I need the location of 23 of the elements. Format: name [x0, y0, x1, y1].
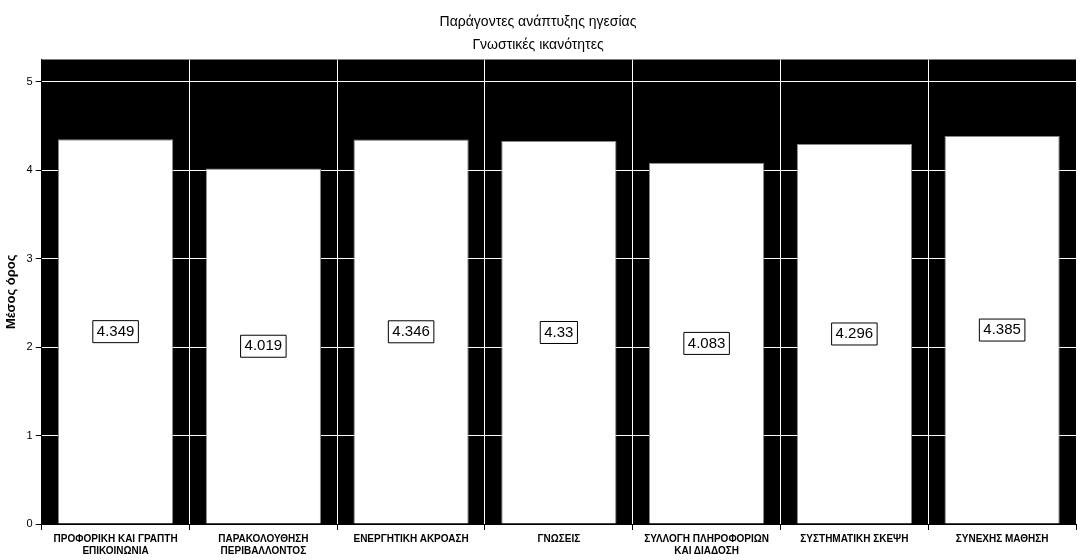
y-tick-label: 2 [26, 340, 33, 353]
y-axis-title: Μέσος όρος [3, 254, 19, 330]
y-tick-label: 3 [26, 251, 33, 264]
data-label: 4.296 [835, 324, 874, 342]
x-tick-label: ΕΝΕΡΓΗΤΙΚΗ ΑΚΡΟΑΣΗ [353, 532, 469, 544]
x-tick-label: ΣΥΛΛΟΓΗ ΠΛΗΡΟΦΟΡΙΩΝ ΚΑΙ ΔΙΑΔΟΣΗ [644, 532, 770, 556]
y-tick-label: 1 [26, 428, 33, 441]
data-label: 4.33 [544, 322, 574, 340]
data-label: 4.385 [983, 320, 1021, 338]
data-label: 4.346 [392, 321, 430, 339]
data-label: 4.349 [96, 321, 135, 339]
chart-subtitle: Γνωστικές ικανότητες [472, 36, 604, 53]
y-tick-label: 5 [26, 74, 33, 87]
data-label: 4.019 [244, 336, 283, 354]
chart-title: Παράγοντες ανάπτυξης ηγεσίας [439, 13, 637, 30]
y-tick-label: 4 [26, 163, 33, 176]
y-tick-label: 0 [26, 517, 33, 530]
x-tick-label: ΓΝΩΣΕΙΣ [537, 532, 581, 544]
x-tick-label: ΠΑΡΑΚΟΛΟΥΘΗΣΗ ΠΕΡΙΒΑΛΛΟΝΤΟΣ [218, 532, 309, 556]
data-label: 4.083 [687, 333, 726, 351]
x-tick-label: ΣΥΝΕΧΗΣ ΜΑΘΗΣΗ [955, 532, 1049, 544]
x-tick-label: ΣΥΣΤΗΜΑΤΙΚΗ ΣΚΕΨΗ [800, 532, 909, 544]
x-tick-label: ΠΡΟΦΟΡΙΚΗ ΚΑΙ ΓΡΑΠΤΗ ΕΠΙΚΟΙΝΩΝΙΑ [53, 532, 178, 556]
